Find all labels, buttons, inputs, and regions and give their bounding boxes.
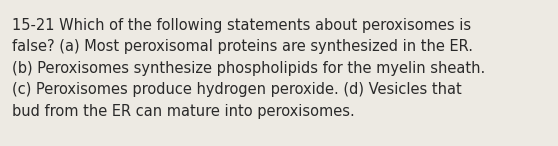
Text: 15-21 Which of the following statements about peroxisomes is
false? (a) Most per: 15-21 Which of the following statements …: [12, 18, 485, 119]
